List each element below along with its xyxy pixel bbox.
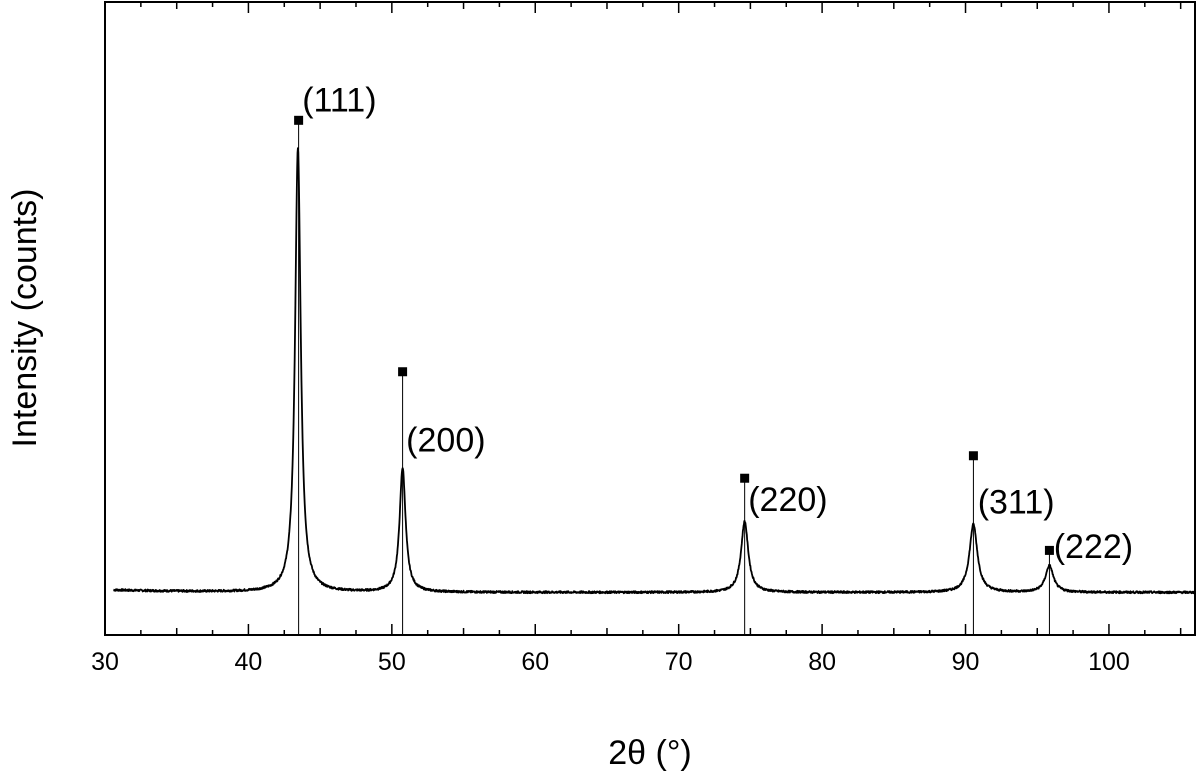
annotations-layer: (111) (200) (220) (311) (222)	[302, 81, 1133, 566]
peak-label: (200)	[406, 422, 485, 460]
plot-frame	[104, 1, 1196, 636]
x-axis-ticks: 30 40 50 60 70 80 90 100	[91, 2, 1182, 676]
reference-marker	[398, 367, 408, 377]
x-tick-label: 100	[1088, 648, 1130, 676]
peak-label: (111)	[302, 81, 376, 119]
peak-label: (222)	[1054, 528, 1133, 566]
reference-marker	[968, 451, 978, 461]
x-tick-label: 50	[378, 648, 406, 676]
peak-label: (311)	[978, 484, 1055, 522]
x-tick-label: 60	[521, 648, 549, 676]
series-layer	[113, 147, 1196, 595]
x-tick-label: 40	[235, 648, 263, 676]
x-tick-label: 30	[91, 648, 119, 676]
reference-marker	[1044, 545, 1054, 555]
peak-label: (220)	[748, 481, 827, 519]
reference-marker	[294, 115, 304, 125]
x-tick-label: 80	[808, 648, 836, 676]
x-tick-label: 70	[665, 648, 693, 676]
reference-marker	[740, 473, 750, 483]
x-axis-title: 2θ (°)	[608, 734, 692, 772]
xrd-pattern-line	[113, 147, 1196, 595]
y-axis-title: Intensity (counts)	[6, 189, 44, 448]
x-tick-label: 90	[952, 648, 980, 676]
